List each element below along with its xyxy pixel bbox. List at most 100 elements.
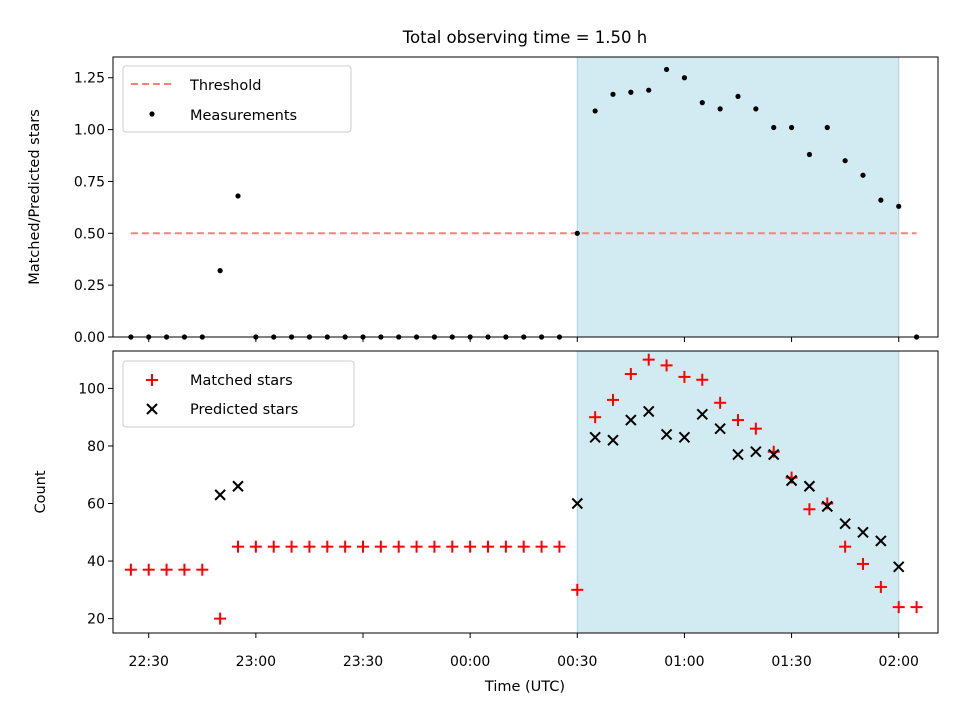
matched-star-point xyxy=(303,540,316,553)
measurement-point xyxy=(699,100,705,106)
predicted-star-point xyxy=(750,446,762,458)
chart-title: Total observing time = 1.50 h xyxy=(402,28,647,47)
legend-matched-swatch xyxy=(146,374,158,386)
predicted-star-point xyxy=(803,480,816,492)
predicted-star-point xyxy=(232,480,244,492)
matched-star-point xyxy=(624,368,637,381)
matched-star-point xyxy=(267,540,280,553)
top-plot-frame xyxy=(112,56,939,338)
predicted-star-point xyxy=(821,500,833,513)
matched-star-point xyxy=(446,540,459,553)
measurement-point xyxy=(235,193,241,199)
predicted-star-point xyxy=(839,517,851,530)
measurement-point xyxy=(878,197,884,203)
bottom-y-axis-label: Count xyxy=(33,470,49,513)
measurement-point xyxy=(217,268,223,274)
matched-star-point xyxy=(553,540,566,553)
matched-star-point xyxy=(857,557,869,570)
matched-star-point xyxy=(374,540,387,553)
matched-star-point xyxy=(696,373,709,386)
y-tick-label: 0.00 xyxy=(74,330,105,346)
predicted-star-point xyxy=(571,497,583,510)
matched-star-point xyxy=(196,563,209,576)
predicted-star-point xyxy=(696,408,708,421)
predicted-star-point xyxy=(714,422,726,435)
x-tick-label: 00:30 xyxy=(557,654,597,670)
measurement-point xyxy=(610,91,616,97)
predicted-star-point xyxy=(214,489,226,501)
matched-star-point xyxy=(517,540,530,553)
x-tick-label: 22:30 xyxy=(129,654,169,670)
x-tick-label: 23:30 xyxy=(343,654,383,670)
y-tick-label: 0.50 xyxy=(74,226,105,242)
matched-star-point xyxy=(749,422,762,435)
x-tick-label: 01:30 xyxy=(771,654,811,670)
predicted-star-point xyxy=(607,434,619,446)
top-y-axis-label: Matched/Predicted stars xyxy=(27,109,43,285)
measurement-point xyxy=(628,89,634,95)
y-tick-label: 40 xyxy=(87,554,105,570)
measurement-point xyxy=(646,87,652,93)
matched-star-point xyxy=(660,359,673,372)
measurement-point xyxy=(842,158,848,164)
predicted-star-point xyxy=(625,414,637,426)
predicted-star-point xyxy=(857,526,869,538)
x-axis-label: Time (UTC) xyxy=(484,679,565,695)
predicted-star-point xyxy=(660,428,673,441)
matched-star-point xyxy=(499,540,512,553)
bottom-x-axis: 22:30 23:00 23:30 00:00 00:30 01:00 01:30 02:00 xyxy=(129,633,919,670)
predicted-stars-series xyxy=(214,405,905,573)
matched-star-point xyxy=(803,503,816,516)
matched-star-point xyxy=(589,411,602,424)
matched-star-point xyxy=(482,540,494,553)
measurement-point xyxy=(824,124,830,131)
legend-measurements-swatch xyxy=(149,111,155,117)
top-y-axis: 0.00 0.25 0.50 0.75 1.00 1.25 xyxy=(74,71,113,346)
matched-star-point xyxy=(571,583,584,596)
y-tick-label: 20 xyxy=(87,612,105,628)
legend-matched-label: Matched stars xyxy=(190,373,293,389)
measurement-point xyxy=(753,106,759,112)
top-legend-box xyxy=(122,65,352,133)
x-tick-label: 01:00 xyxy=(664,654,704,670)
predicted-star-point xyxy=(893,561,905,573)
matched-stars-series xyxy=(124,353,923,625)
matched-star-point xyxy=(910,601,923,614)
top-legend: Threshold Measurements xyxy=(122,65,352,133)
y-tick-label: 1.00 xyxy=(74,123,105,139)
matched-star-point xyxy=(321,540,334,553)
predicted-star-point xyxy=(643,405,655,418)
predicted-star-point xyxy=(732,448,744,461)
matched-star-point xyxy=(410,540,423,553)
matched-star-point xyxy=(232,540,244,553)
x-tick-label: 00:00 xyxy=(450,654,490,670)
measurement-point xyxy=(735,93,741,100)
bottom-panel: 20 40 60 80 100 22:30 23:00 23:30 00:00 00:30 01:… xyxy=(33,350,939,670)
legend-threshold-label: Threshold xyxy=(189,78,261,94)
matched-star-point xyxy=(642,353,655,366)
matched-star-point xyxy=(535,540,548,553)
legend-predicted-label: Predicted stars xyxy=(190,402,298,418)
matched-star-point xyxy=(464,540,477,553)
legend-measurements-label: Measurements xyxy=(190,108,297,124)
measurement-point xyxy=(592,108,598,114)
bottom-legend-box xyxy=(122,360,355,428)
y-tick-label: 0.25 xyxy=(74,278,105,294)
measurement-point xyxy=(681,75,688,81)
y-tick-label: 1.25 xyxy=(74,71,105,87)
measurement-point xyxy=(806,151,813,158)
matched-star-point xyxy=(124,563,137,576)
predicted-star-point xyxy=(678,431,691,444)
measurement-point xyxy=(860,172,866,178)
measurement-point xyxy=(717,106,723,112)
matched-star-point xyxy=(607,393,619,406)
matched-star-point xyxy=(285,540,298,553)
y-tick-label: 100 xyxy=(78,381,105,397)
matched-star-point xyxy=(160,563,173,576)
measurement-point xyxy=(896,203,902,209)
matched-star-point xyxy=(714,396,727,409)
matched-star-point xyxy=(357,540,369,553)
bottom-plot-frame xyxy=(112,350,939,634)
matched-star-point xyxy=(428,540,441,553)
